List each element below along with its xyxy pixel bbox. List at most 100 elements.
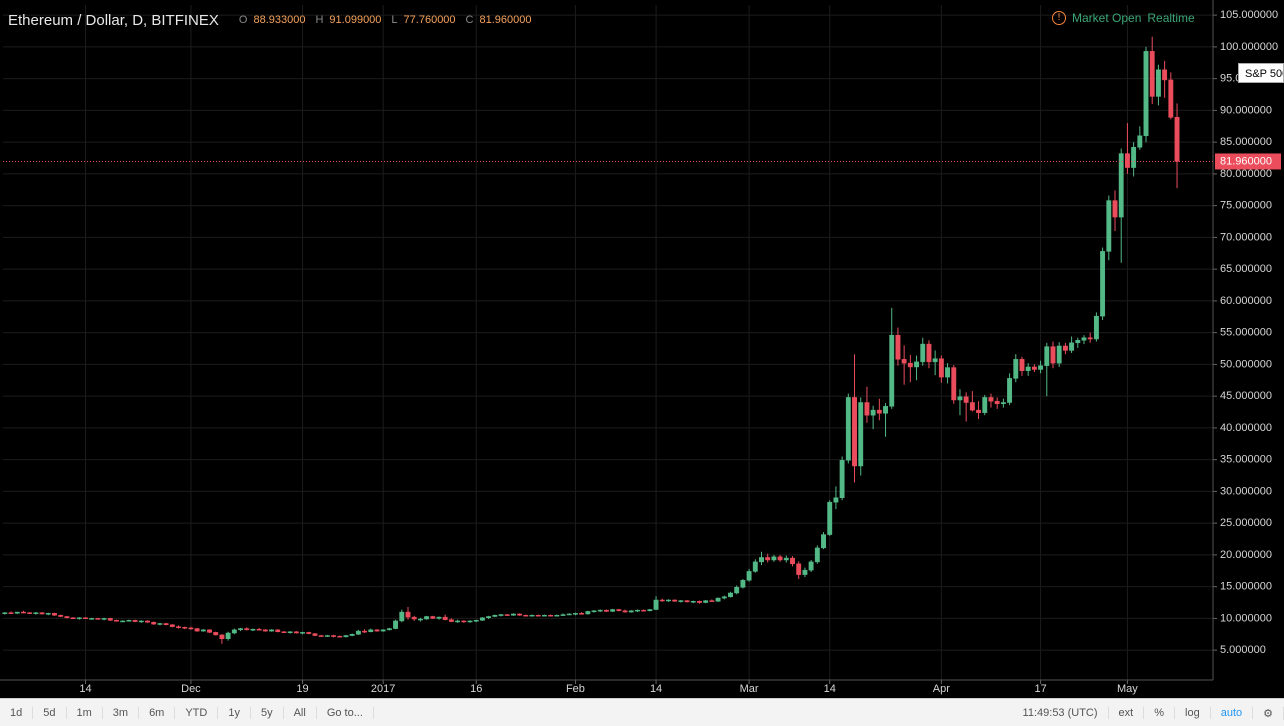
candle-body: [932, 358, 938, 363]
candle-body: [238, 628, 243, 631]
candle-body: [76, 617, 82, 620]
candle-body: [287, 631, 293, 633]
candle-body: [312, 633, 318, 636]
candle-body: [275, 629, 281, 632]
range-button[interactable]: 3m: [103, 707, 140, 719]
candle-body: [1038, 365, 1044, 370]
candle-body: [126, 620, 132, 622]
candle-body: [1075, 340, 1081, 344]
candle-body: [535, 614, 541, 617]
candle-body: [1031, 366, 1037, 370]
candle-body: [548, 614, 554, 617]
candle-body: [591, 610, 597, 613]
candle-body: [666, 599, 671, 602]
candle-body: [417, 618, 423, 621]
candle-body: [1143, 51, 1149, 137]
candle-body: [95, 618, 101, 620]
range-button[interactable]: 1d: [0, 707, 34, 719]
candle-body: [901, 359, 907, 364]
candle-body: [721, 596, 727, 599]
symbol[interactable]: Ethereum / Dollar, D, BITFINEX: [8, 11, 219, 29]
candle-body: [1044, 346, 1050, 366]
candle-body: [529, 614, 535, 617]
candle-body: [138, 620, 144, 623]
x-tick-label: 19: [296, 683, 308, 695]
candle-body: [963, 396, 969, 403]
candle-body: [39, 612, 45, 615]
candle-body: [225, 632, 231, 639]
y-tick-label: 15.000000: [1220, 581, 1272, 593]
candle-body: [1093, 315, 1099, 340]
candle-body: [492, 614, 498, 617]
x-tick-label: Mar: [740, 683, 759, 695]
goto[interactable]: Go to...: [317, 707, 374, 719]
ohlc-label: H: [315, 14, 324, 26]
range-button[interactable]: 1y: [218, 707, 251, 719]
candle-body: [1137, 135, 1143, 148]
warning-icon[interactable]: !: [1052, 11, 1066, 25]
candle-body: [132, 620, 138, 622]
plot-background: [0, 0, 1284, 698]
option-button[interactable]: auto: [1211, 707, 1254, 719]
candle-body: [14, 611, 20, 614]
candle-body: [324, 635, 330, 637]
y-tick-label: 105.000000: [1220, 9, 1278, 21]
candle-body: [740, 580, 746, 588]
candle-body: [988, 397, 994, 402]
candle-body: [58, 614, 64, 617]
candle-body: [1019, 359, 1025, 372]
candle-body: [145, 620, 150, 623]
y-tick-label: 45.000000: [1220, 390, 1272, 402]
candle-body: [510, 613, 516, 616]
candle-body: [616, 609, 622, 612]
y-tick-label: 90.000000: [1220, 104, 1272, 116]
ohlc-label: C: [465, 14, 474, 26]
candle-body: [411, 616, 417, 620]
candle-body: [207, 629, 212, 633]
candle-body: [951, 367, 957, 401]
candle-body: [448, 619, 454, 622]
header: Ethereum / Dollar, D, BITFINEX O 88.93300…: [8, 10, 536, 30]
candle-body: [635, 609, 640, 612]
range-button[interactable]: YTD: [175, 707, 219, 719]
candle-body: [827, 501, 833, 535]
y-tick-label: 60.000000: [1220, 295, 1272, 307]
candle-body: [114, 620, 119, 622]
candle-body: [380, 629, 386, 632]
range-button[interactable]: 1m: [67, 707, 103, 719]
range-button[interactable]: 6m: [139, 707, 176, 719]
y-tick-label: 55.000000: [1220, 327, 1272, 339]
candle-body: [523, 614, 529, 617]
candle-body: [27, 612, 33, 614]
candle-body: [163, 623, 169, 626]
candle-body: [231, 629, 237, 634]
candle-body: [1112, 200, 1118, 218]
candle-body: [430, 616, 436, 619]
candle-body: [1000, 402, 1006, 405]
candle-body: [957, 396, 963, 401]
candle-body: [554, 614, 560, 617]
option-button[interactable]: %: [1144, 707, 1176, 719]
candle-body: [914, 361, 919, 368]
feed: Realtime: [1147, 11, 1195, 25]
range-button[interactable]: 5d: [33, 707, 67, 719]
candle-body: [455, 620, 461, 623]
y-tick-label: 65.000000: [1220, 263, 1272, 275]
candle-body: [89, 618, 95, 620]
ranges: 1d 5d 1m 3m 6m YTD 1y 5y All: [0, 707, 317, 719]
candle-body: [151, 621, 157, 625]
settings-icon[interactable]: ⚙: [1253, 706, 1284, 720]
option-button[interactable]: ext: [1109, 707, 1145, 719]
candle-body: [1081, 337, 1087, 341]
candle-body: [52, 613, 57, 616]
candle-body: [938, 358, 944, 378]
candle-body: [678, 600, 684, 602]
option-button[interactable]: log: [1175, 707, 1211, 719]
range-button[interactable]: 5y: [251, 707, 284, 719]
range-button[interactable]: All: [284, 707, 317, 719]
candle-body: [517, 613, 523, 616]
candle-body: [120, 620, 126, 623]
candle-body: [107, 618, 113, 621]
candle-body: [1124, 153, 1130, 168]
